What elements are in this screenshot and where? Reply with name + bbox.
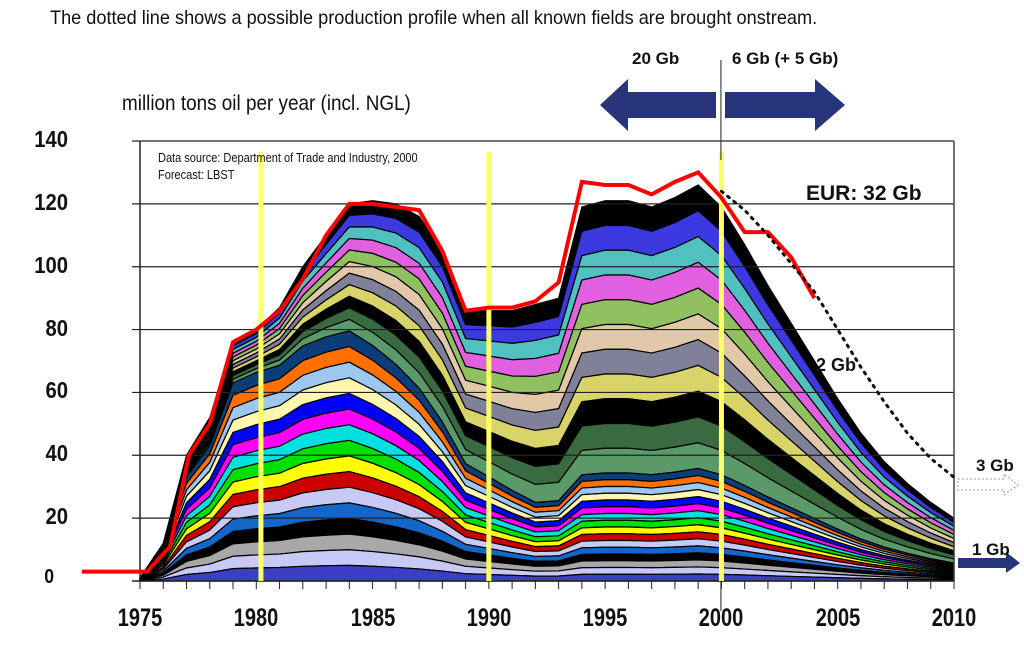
x-tick-label: 2005 bbox=[815, 604, 860, 632]
y-tick-label: 100 bbox=[34, 251, 68, 278]
vertical-markers bbox=[258, 60, 724, 611]
year-marker-line bbox=[486, 152, 492, 581]
series-lines bbox=[81, 170, 956, 574]
left-arrow-icon bbox=[600, 79, 716, 131]
annotation-after-solid: 1 Gb bbox=[972, 540, 1010, 559]
x-tick-label: 1985 bbox=[350, 604, 395, 632]
y-tick-label: 0 bbox=[44, 566, 54, 588]
y-tick-label: 20 bbox=[45, 503, 68, 530]
x-tick-label: 1980 bbox=[234, 604, 279, 632]
y-tick-label: 60 bbox=[45, 377, 68, 404]
source-line-1: Data source: Department of Trade and Ind… bbox=[158, 151, 418, 165]
year-marker-line bbox=[258, 152, 264, 581]
source-line-2: Forecast: LBST bbox=[158, 168, 235, 182]
dotted-arrow-icon bbox=[957, 472, 1019, 496]
arrows bbox=[600, 79, 1020, 573]
solid-arrow-icon bbox=[958, 552, 1020, 573]
annotation-eur: EUR: 32 Gb bbox=[806, 182, 922, 205]
annotation-mid: 2 Gb bbox=[816, 355, 857, 375]
plot-frame bbox=[132, 141, 955, 589]
y-axis-label: million tons oil per year (incl. NGL) bbox=[122, 92, 411, 115]
x-tick-label: 1995 bbox=[582, 604, 628, 632]
y-tick-label: 120 bbox=[34, 188, 68, 215]
y-tick-label: 80 bbox=[45, 314, 68, 341]
x-tick-label: 2010 bbox=[931, 604, 977, 632]
actual-production-line bbox=[81, 170, 817, 574]
x-tick-label: 2000 bbox=[699, 604, 744, 632]
right-arrow-icon bbox=[725, 79, 845, 131]
annotation-right-arrow: 6 Gb (+ 5 Gb) bbox=[732, 49, 839, 68]
annotation-after-dotted: 3 Gb bbox=[976, 456, 1014, 475]
gridlines bbox=[132, 140, 954, 519]
source-note: Data source: Department of Trade and Ind… bbox=[158, 150, 418, 184]
y-tick-label: 140 bbox=[34, 126, 68, 152]
y-tick-label: 40 bbox=[45, 440, 68, 467]
x-tick-label: 1975 bbox=[117, 604, 163, 632]
year-marker-line bbox=[718, 152, 724, 581]
chart-caption: The dotted line shows a possible product… bbox=[50, 7, 818, 29]
x-tick-label: 1990 bbox=[466, 604, 512, 632]
annotation-left-arrow: 20 Gb bbox=[632, 49, 680, 68]
